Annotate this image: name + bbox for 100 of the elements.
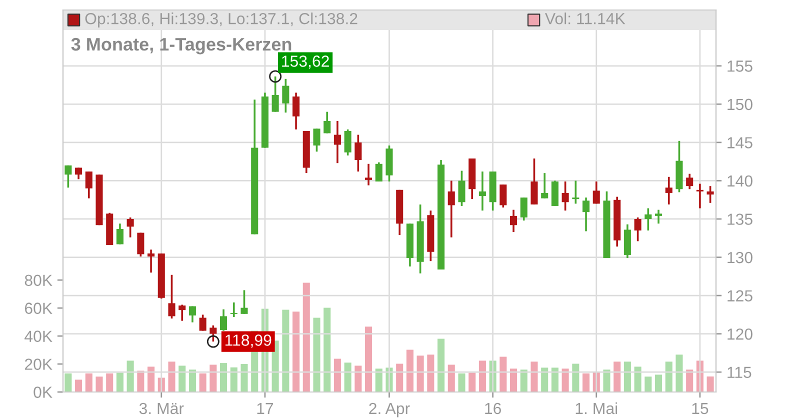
bar <box>438 338 445 392</box>
candlestick <box>85 170 92 200</box>
bar <box>199 373 206 392</box>
bar <box>210 364 217 392</box>
candlestick <box>75 166 82 180</box>
bar <box>302 282 310 392</box>
candlestick <box>282 78 290 114</box>
candlestick <box>344 128 352 156</box>
candlestick <box>634 216 642 242</box>
y-tick-label: 120 <box>728 328 752 340</box>
annotation: 153,62 <box>282 56 329 69</box>
candlestick <box>500 184 507 208</box>
bar <box>230 367 238 392</box>
bar <box>116 372 124 392</box>
candlestick <box>220 308 228 332</box>
y2-tick-label: 20K <box>24 358 52 370</box>
candlestick <box>375 161 382 182</box>
candlestick <box>126 216 134 238</box>
y2-tick-label: 0K <box>34 386 52 398</box>
candlestick <box>292 92 300 130</box>
candlestick <box>655 208 662 224</box>
candlestick <box>510 208 518 233</box>
x-tick-label: 1. Mai <box>576 402 618 414</box>
annotation: Vol: 11.14K <box>544 12 626 24</box>
bar <box>458 373 466 392</box>
candlestick <box>334 120 341 164</box>
bar <box>148 366 155 392</box>
candlestick <box>324 110 331 134</box>
bar <box>644 376 652 392</box>
bar <box>500 356 507 392</box>
bar <box>375 368 382 392</box>
bar <box>706 376 714 392</box>
bar <box>551 368 558 392</box>
candlestick <box>478 170 486 212</box>
y-tick-label: 135 <box>728 214 752 225</box>
candlestick <box>665 176 672 206</box>
candlestick <box>354 134 362 172</box>
annotation: Op:138.6, Hi:139.3, Lo:137.1, Cl:138.2 <box>85 12 358 28</box>
candlestick <box>313 128 320 153</box>
bar <box>614 362 621 392</box>
bar <box>178 366 186 392</box>
candlestick <box>188 305 196 324</box>
candlestick <box>696 182 704 210</box>
candlestick <box>458 170 466 207</box>
candlestick <box>137 232 144 258</box>
bar <box>427 354 434 392</box>
candlestick <box>572 180 580 205</box>
y-tick-label: 150 <box>728 98 752 110</box>
candlestick <box>541 172 548 200</box>
bar <box>220 363 228 392</box>
y2-tick-label: 60K <box>24 302 52 314</box>
bar <box>188 370 196 392</box>
candlestick <box>644 207 652 232</box>
bar <box>624 362 631 392</box>
bar <box>85 373 92 392</box>
x-tick-label: 17 <box>257 403 274 414</box>
y-tick-label: 140 <box>728 175 752 187</box>
candlestick <box>520 196 528 222</box>
bar <box>106 373 114 392</box>
y2-tick-label: 80K <box>24 274 52 286</box>
bar <box>572 364 580 392</box>
bar <box>448 364 455 392</box>
y-tick-label: 155 <box>728 60 752 72</box>
y2-tick-label: 40K <box>24 330 52 342</box>
bar <box>603 370 610 392</box>
bar <box>126 360 134 392</box>
candlestick <box>706 185 714 204</box>
bar <box>334 358 341 392</box>
candlestick <box>686 172 694 190</box>
bar <box>510 368 518 392</box>
text: 3 Monate, 1-Tages-Kerzen <box>71 38 292 54</box>
bar <box>520 370 528 392</box>
bar <box>478 360 486 392</box>
bar <box>240 364 248 392</box>
bar <box>168 362 176 392</box>
candlestick <box>240 289 248 315</box>
bar <box>292 312 300 392</box>
annotation: 118,99 <box>226 334 272 348</box>
bar <box>582 373 590 392</box>
bar <box>468 372 476 392</box>
bar <box>396 364 404 392</box>
bar <box>75 380 82 392</box>
x-tick-label: 3. Mär <box>139 402 184 414</box>
bar <box>634 366 642 392</box>
bar <box>282 310 290 392</box>
y-tick-label: 145 <box>728 137 752 148</box>
y-tick-label: 125 <box>728 290 752 302</box>
bar <box>416 356 424 392</box>
candlestick <box>178 304 186 322</box>
y-tick-label: 130 <box>728 252 752 264</box>
bar <box>354 366 362 392</box>
bar <box>562 368 569 392</box>
x-tick-label: 2. Apr <box>369 402 410 418</box>
y-tick-label: 115 <box>728 366 752 378</box>
x-tick-label: 16 <box>485 402 501 414</box>
candlestick <box>199 314 206 332</box>
bar <box>344 362 352 392</box>
candlestick <box>562 180 569 212</box>
bar <box>313 318 320 392</box>
candlestick <box>64 164 72 189</box>
